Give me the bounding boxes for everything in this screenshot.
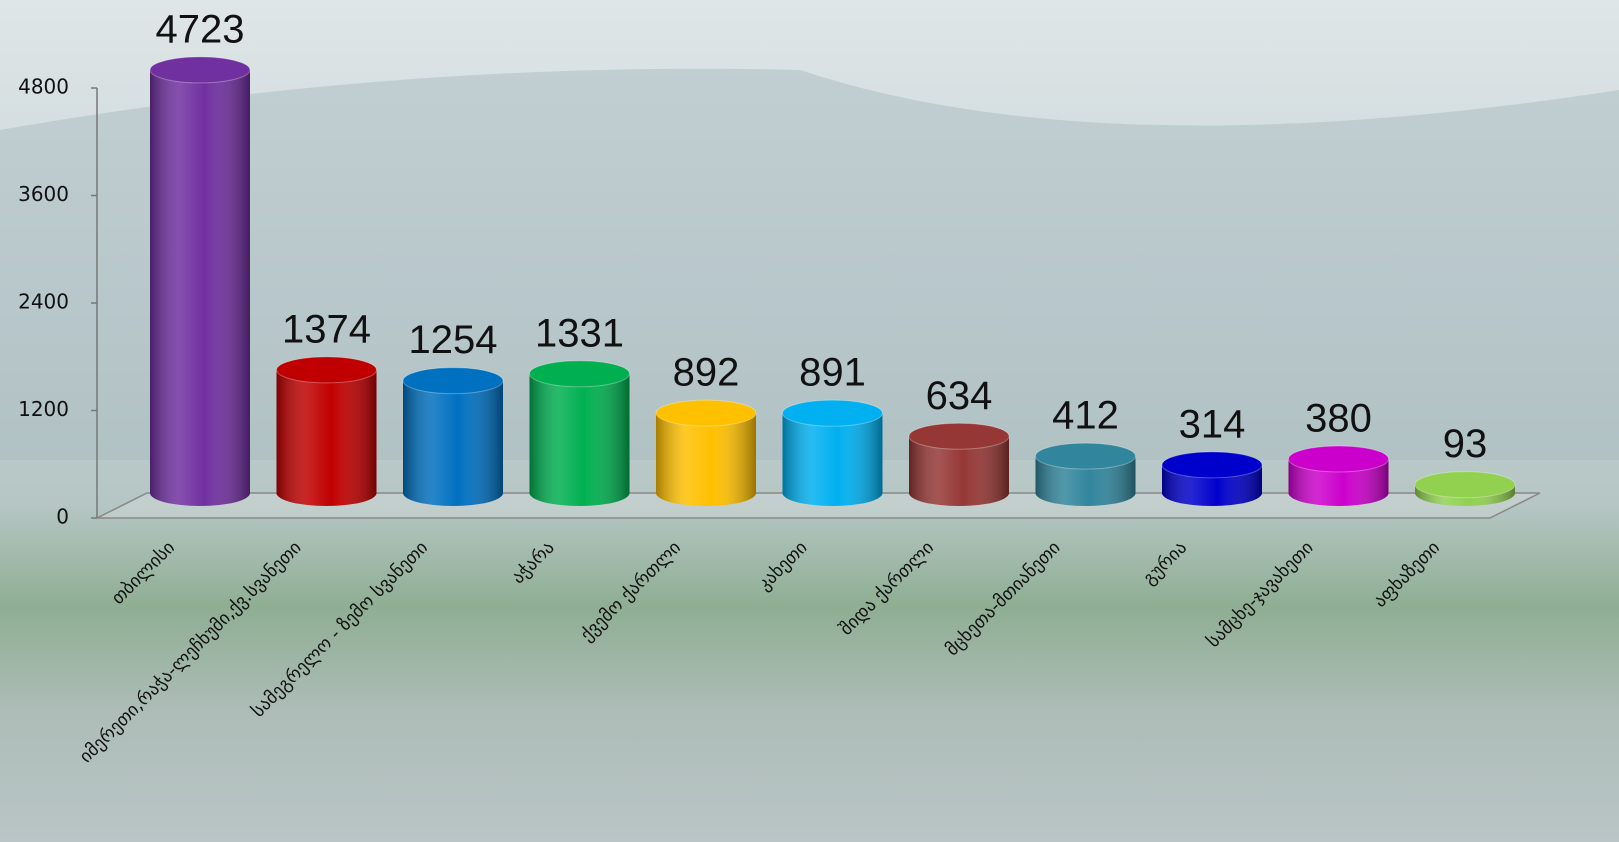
bar-top bbox=[1414, 471, 1516, 499]
bar-top bbox=[1035, 442, 1136, 470]
bar-shading bbox=[1288, 458, 1389, 506]
bar-top bbox=[908, 422, 1010, 450]
bar-top bbox=[276, 356, 377, 384]
y-tick-label: 0 bbox=[56, 505, 69, 529]
bar-shading bbox=[1035, 456, 1136, 506]
data-label: 4723 bbox=[156, 7, 245, 51]
data-label: 93 bbox=[1443, 422, 1488, 466]
y-tick-label: 2400 bbox=[18, 290, 69, 314]
bar-shading bbox=[782, 413, 883, 506]
bar-top bbox=[655, 399, 757, 427]
data-label: 634 bbox=[926, 374, 993, 418]
bar-top bbox=[402, 367, 504, 395]
bar-shading bbox=[656, 413, 756, 506]
bar-top bbox=[149, 56, 251, 84]
bar-shading bbox=[403, 380, 503, 506]
bar-top bbox=[529, 360, 630, 388]
bar-shading bbox=[276, 369, 377, 506]
data-label: 892 bbox=[673, 351, 740, 395]
data-label: 412 bbox=[1052, 394, 1119, 438]
data-label: 380 bbox=[1305, 397, 1372, 441]
building bbox=[0, 68, 1619, 460]
y-tick-label: 1200 bbox=[18, 397, 69, 421]
data-label: 891 bbox=[799, 351, 866, 395]
bar-shading bbox=[909, 436, 1009, 506]
data-label: 1254 bbox=[409, 318, 498, 362]
data-label: 314 bbox=[1179, 402, 1246, 446]
bar-shading bbox=[150, 69, 250, 506]
bar-top bbox=[782, 399, 883, 427]
bar-top bbox=[1161, 451, 1263, 479]
data-label: 1374 bbox=[282, 307, 371, 351]
y-tick-label: 3600 bbox=[18, 182, 69, 206]
y-tick-label: 4800 bbox=[18, 75, 69, 99]
bar-top bbox=[1288, 445, 1389, 473]
data-label: 1331 bbox=[535, 311, 624, 355]
bar-shading bbox=[529, 373, 630, 506]
